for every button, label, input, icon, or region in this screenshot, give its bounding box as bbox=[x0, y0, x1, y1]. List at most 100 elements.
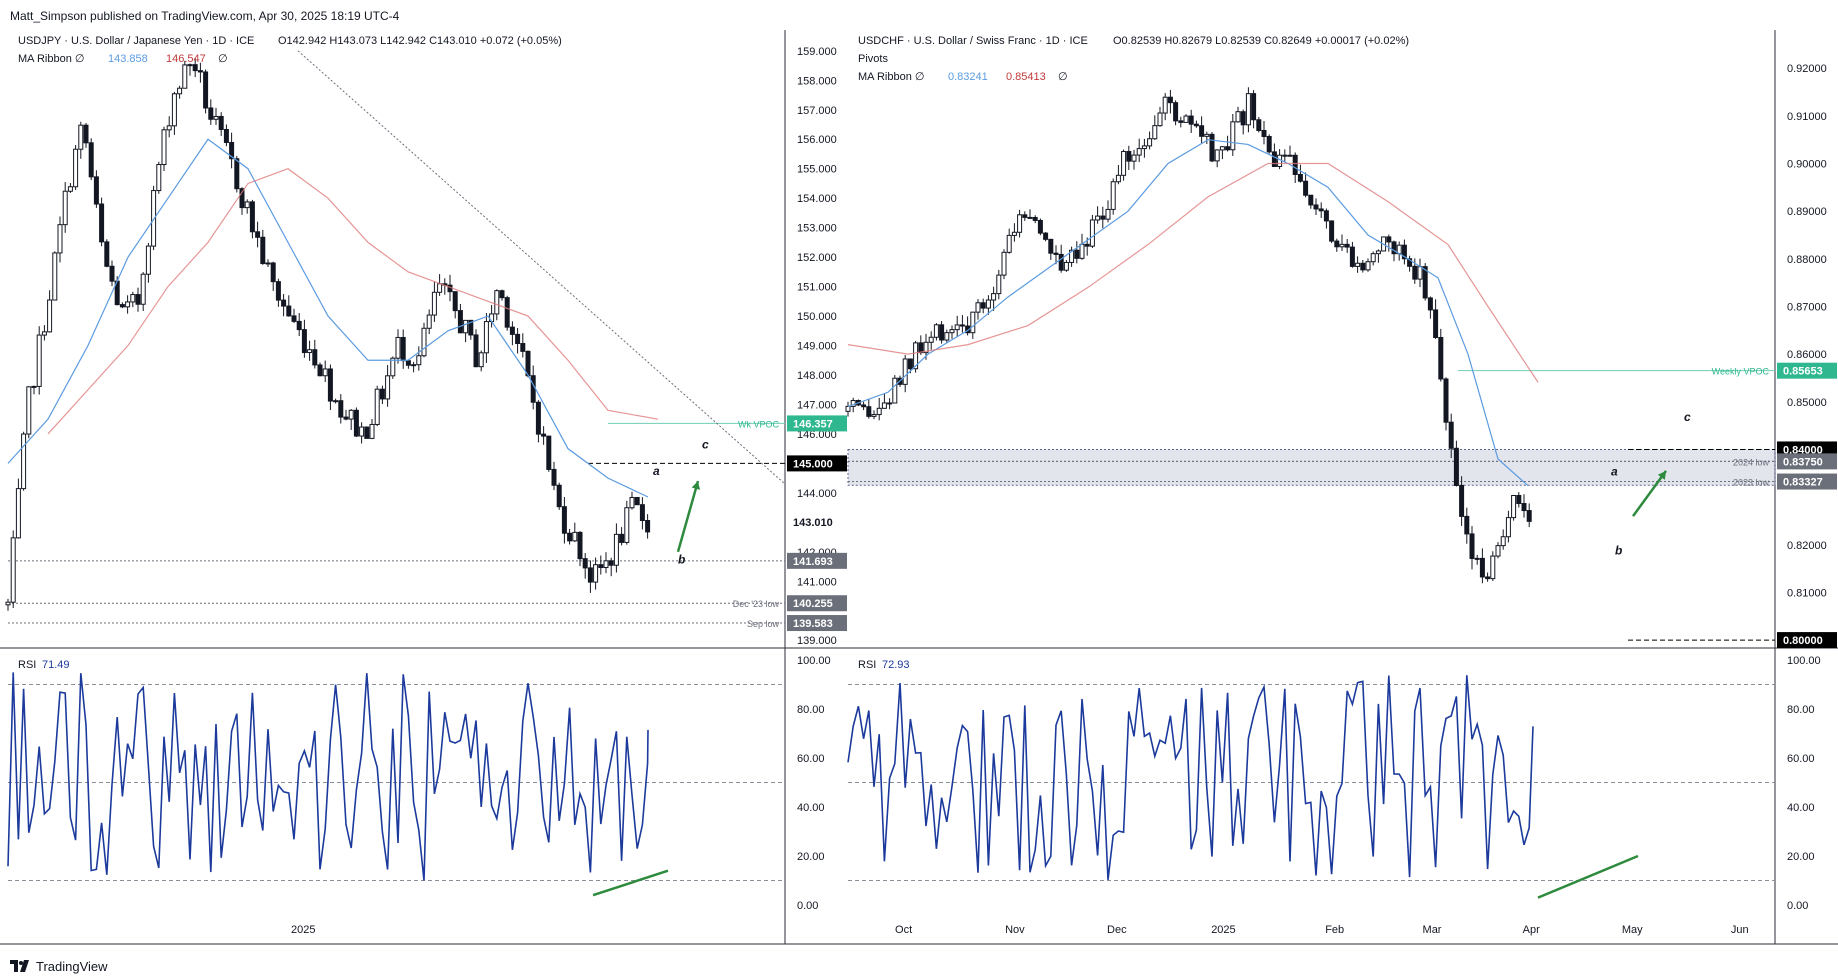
candle-body bbox=[1297, 173, 1303, 182]
candle-body bbox=[933, 324, 939, 338]
price-badge-bg bbox=[787, 552, 847, 569]
y-tick-label: 141.000 bbox=[797, 576, 837, 588]
candle-body bbox=[1043, 232, 1049, 240]
y-tick-label: 0.86000 bbox=[1787, 349, 1827, 361]
candle-body bbox=[1370, 253, 1376, 263]
candle-body bbox=[587, 567, 593, 583]
symbol-title: USDJPY · U.S. Dollar / Japanese Yen · 1D… bbox=[18, 35, 254, 47]
candle-body bbox=[1375, 250, 1381, 255]
candle-body bbox=[364, 426, 370, 439]
candle-body bbox=[949, 329, 955, 334]
candle-body bbox=[1006, 234, 1012, 253]
ohlc-values: O142.942 H143.073 L142.942 C143.010 +0.0… bbox=[278, 35, 562, 47]
candle-body bbox=[239, 188, 245, 209]
candle-body bbox=[437, 283, 443, 293]
price-badge-bg bbox=[1777, 453, 1837, 470]
y-tick-label: 153.000 bbox=[797, 223, 837, 235]
trendline bbox=[297, 50, 786, 485]
candle-body bbox=[1495, 545, 1501, 557]
candle-body bbox=[88, 142, 94, 178]
trend-arrow bbox=[1631, 470, 1668, 517]
candle-body bbox=[213, 115, 219, 120]
candle-body bbox=[192, 64, 198, 72]
candle-body bbox=[99, 203, 105, 243]
candle-body bbox=[1500, 536, 1506, 547]
chart-panel-usdchf: 0.92000 0.91000 0.90000 0.89000 0.88000 0.870… bbox=[840, 30, 1838, 945]
candle-body bbox=[845, 405, 851, 412]
rsi-tick-label: 0.00 bbox=[1787, 900, 1808, 912]
ma-slow-line bbox=[847, 162, 1539, 383]
candle-body bbox=[463, 319, 469, 334]
candle-body bbox=[1209, 133, 1215, 162]
price-badge-bg bbox=[1777, 473, 1837, 490]
candle-body bbox=[975, 302, 981, 313]
candle-body bbox=[985, 299, 991, 309]
wave-label-c: c bbox=[1684, 410, 1691, 424]
candle-body bbox=[504, 297, 510, 328]
y-tick-label: 144.000 bbox=[797, 488, 837, 500]
candle-body bbox=[1089, 219, 1095, 247]
y-tick-label: 146.000 bbox=[797, 429, 837, 441]
y-tick-label: 149.000 bbox=[797, 341, 837, 353]
tradingview-brand: TradingView bbox=[36, 958, 108, 974]
candle-body bbox=[1386, 236, 1392, 243]
ma-slow-line bbox=[47, 168, 659, 435]
candle-body bbox=[385, 375, 391, 400]
candle-body bbox=[36, 334, 42, 387]
candle-body bbox=[556, 484, 562, 508]
candle-body bbox=[1292, 154, 1298, 175]
rsi-label: RSI bbox=[18, 659, 36, 671]
candle-body bbox=[1193, 123, 1199, 127]
candle-body bbox=[47, 299, 53, 333]
candle-body bbox=[234, 158, 240, 190]
candle-body bbox=[483, 321, 489, 354]
candle-body bbox=[177, 87, 183, 95]
candle-body bbox=[270, 262, 276, 283]
y-tick-label: 158.000 bbox=[797, 75, 837, 87]
candle-body bbox=[197, 70, 203, 73]
x-axis-label: Dec bbox=[1107, 924, 1127, 936]
candle-body bbox=[1157, 112, 1163, 127]
candle-body bbox=[613, 533, 619, 566]
candle-body bbox=[970, 311, 976, 334]
candle-body bbox=[1136, 148, 1142, 156]
candle-body bbox=[546, 435, 552, 470]
candle-body bbox=[130, 294, 136, 303]
ma-fast-value: 143.858 bbox=[108, 53, 148, 65]
candle-body bbox=[421, 327, 427, 357]
publisher-line: Matt_Simpson published on TradingView.co… bbox=[10, 9, 400, 23]
candle-body bbox=[140, 273, 146, 305]
candle-body bbox=[218, 115, 224, 131]
candle-body bbox=[1131, 154, 1137, 162]
candle-body bbox=[1391, 241, 1397, 255]
candle-body bbox=[1100, 215, 1106, 220]
price-badge: 140.255 bbox=[793, 598, 833, 610]
candle-body bbox=[902, 358, 908, 385]
rsi-value: 72.93 bbox=[882, 659, 910, 671]
rsi-tick-label: 20.00 bbox=[1787, 851, 1815, 863]
candle-body bbox=[1063, 261, 1069, 271]
candle-body bbox=[431, 291, 437, 316]
candle-body bbox=[598, 564, 604, 569]
level-note: 2024 low bbox=[1733, 457, 1770, 467]
candle-body bbox=[593, 564, 599, 583]
candle-body bbox=[572, 531, 578, 542]
candle-body bbox=[57, 224, 63, 254]
candle-body bbox=[1282, 154, 1288, 157]
y-tick-label: 157.000 bbox=[797, 105, 837, 117]
rsi-tick-label: 60.00 bbox=[797, 753, 825, 765]
y-tick-label: 0.82000 bbox=[1787, 540, 1827, 552]
candle-body bbox=[619, 533, 625, 543]
candle-body bbox=[125, 301, 131, 308]
candle-body bbox=[1511, 494, 1517, 519]
candle-body bbox=[1126, 151, 1132, 162]
rsi-divergence-line bbox=[1537, 854, 1639, 899]
y-tick-label: 154.000 bbox=[797, 193, 837, 205]
candle-body bbox=[907, 358, 913, 370]
level-note: Weekly VPOC bbox=[1712, 367, 1770, 377]
candle-body bbox=[1027, 216, 1033, 219]
candle-body bbox=[1526, 510, 1532, 522]
y-tick-label: 147.000 bbox=[797, 399, 837, 411]
candle-body bbox=[151, 190, 157, 247]
